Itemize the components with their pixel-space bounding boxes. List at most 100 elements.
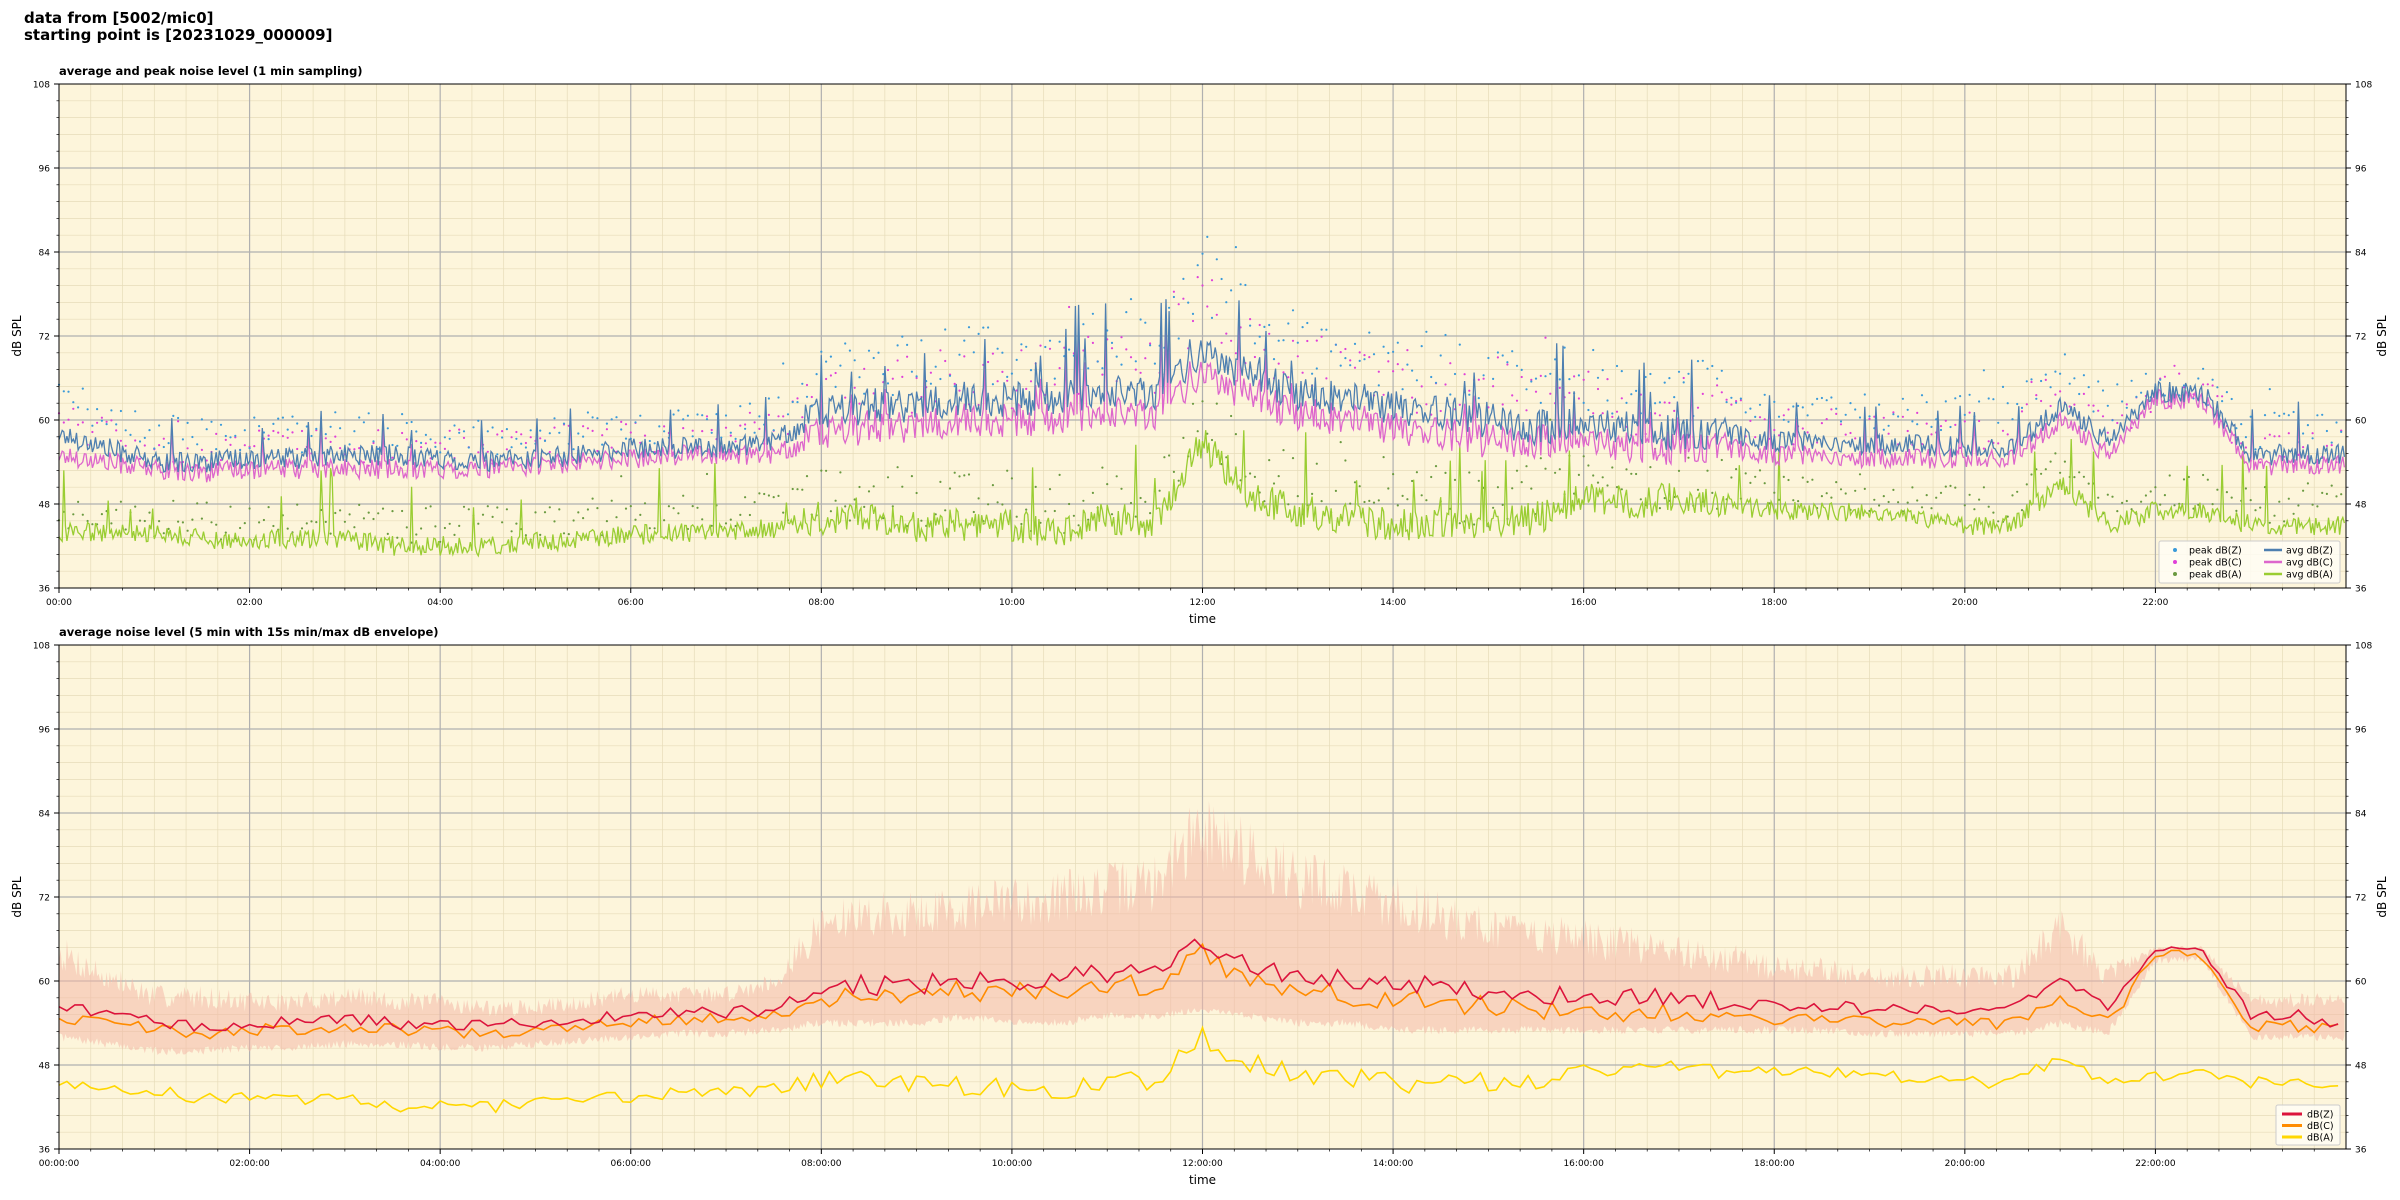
top-peak-z-point bbox=[1096, 360, 1099, 363]
top-peak-a-point bbox=[1530, 487, 1533, 490]
top-x-tick-label: 20:00 bbox=[1952, 598, 1978, 608]
top-peak-a-point bbox=[901, 485, 904, 488]
top-peak-z-point bbox=[1930, 425, 1933, 428]
top-peak-a-point bbox=[1196, 430, 1199, 433]
top-peak-z-point bbox=[1963, 413, 1966, 416]
top-peak-z-point bbox=[1363, 358, 1366, 361]
top-peak-a-point bbox=[958, 475, 961, 478]
top-peak-a-point bbox=[1935, 496, 1938, 499]
top-peak-a-point bbox=[1730, 476, 1733, 479]
top-peak-z-point bbox=[1596, 376, 1600, 379]
top-peak-a-point bbox=[1997, 520, 2000, 523]
top-peak-a-point bbox=[1511, 487, 1514, 490]
top-peak-c-point bbox=[1010, 407, 1014, 410]
top-peak-a-point bbox=[748, 513, 752, 517]
top-peak-z-point bbox=[1506, 361, 1509, 364]
top-peak-z-point bbox=[1611, 412, 1614, 415]
top-peak-z-point bbox=[1878, 403, 1881, 406]
top-peak-z-point bbox=[677, 409, 680, 412]
top-peak-a-point bbox=[1968, 493, 1971, 496]
top-peak-c-point bbox=[910, 411, 914, 414]
top-peak-c-point bbox=[1234, 352, 1237, 355]
top-peak-c-point bbox=[834, 371, 837, 375]
top-peak-c-point bbox=[701, 430, 704, 433]
top-peak-a-point bbox=[134, 505, 137, 508]
top-peak-a-point bbox=[586, 508, 590, 511]
top-peak-c-point bbox=[1291, 339, 1295, 342]
top-peak-a-point bbox=[186, 529, 189, 532]
top-peak-a-point bbox=[196, 502, 199, 505]
top-peak-c-point bbox=[748, 411, 752, 414]
top-peak-c-point bbox=[1425, 403, 1428, 406]
top-peak-a-point bbox=[1939, 491, 1943, 494]
top-peak-c-point bbox=[682, 427, 685, 430]
top-peak-a-point bbox=[2087, 482, 2090, 485]
top-peak-c-point bbox=[1725, 398, 1728, 401]
top-peak-c-point bbox=[267, 434, 270, 437]
top-peak-z-point bbox=[624, 437, 628, 440]
top-peak-z-point bbox=[1787, 420, 1790, 423]
top-peak-a-point bbox=[1282, 449, 1285, 452]
top-peak-z-point bbox=[401, 413, 404, 416]
top-peak-a-point bbox=[191, 518, 194, 521]
top-peak-c-point bbox=[1139, 371, 1142, 374]
top-peak-a-point bbox=[1558, 468, 1561, 471]
top-peak-z-point bbox=[591, 416, 594, 419]
top-peak-z-point bbox=[1215, 258, 1218, 261]
top-peak-c-point bbox=[524, 441, 528, 445]
top-peak-c-point bbox=[2221, 395, 2224, 398]
top-peak-a-point bbox=[1677, 469, 1681, 472]
top-peak-c-point bbox=[1463, 373, 1466, 376]
top-peak-c-point bbox=[2030, 380, 2033, 384]
top-peak-z-point bbox=[281, 416, 284, 419]
top-peak-c-point bbox=[1987, 440, 1990, 443]
top-y-tick-label-right: 60 bbox=[2355, 417, 2367, 427]
top-peak-c-point bbox=[1539, 374, 1542, 377]
bottom-y-axis-label-right: dB SPL bbox=[2375, 876, 2389, 918]
top-peak-z-point bbox=[296, 422, 299, 425]
top-peak-z-point bbox=[558, 431, 561, 434]
top-peak-c-point bbox=[643, 434, 647, 437]
top-peak-a-point bbox=[1630, 472, 1633, 475]
top-peak-a-point bbox=[1172, 470, 1175, 473]
top-peak-z-point bbox=[1544, 375, 1547, 378]
top-peak-c-point bbox=[115, 429, 118, 432]
top-peak-c-point bbox=[863, 367, 866, 370]
top-peak-a-point bbox=[2006, 515, 2009, 518]
top-peak-c-point bbox=[2173, 364, 2176, 367]
top-x-tick-label: 06:00 bbox=[618, 598, 644, 608]
top-peak-a-point bbox=[205, 501, 208, 504]
top-peak-a-point bbox=[215, 523, 218, 526]
top-peak-a-point bbox=[696, 506, 699, 509]
top-peak-a-point bbox=[572, 519, 575, 522]
top-peak-a-point bbox=[2297, 504, 2300, 507]
top-peak-z-point bbox=[1172, 295, 1175, 299]
top-peak-z-point bbox=[1182, 277, 1185, 280]
top-peak-a-point bbox=[91, 523, 94, 526]
top-peak-c-point bbox=[2182, 386, 2186, 389]
top-peak-z-point bbox=[1458, 343, 1461, 346]
top-peak-z-point bbox=[634, 421, 637, 424]
top-peak-a-point bbox=[1296, 495, 1299, 498]
top-peak-a-point bbox=[1544, 467, 1547, 470]
top-peak-c-point bbox=[72, 407, 75, 410]
top-peak-a-point bbox=[620, 475, 623, 478]
top-peak-a-point bbox=[110, 522, 113, 525]
bottom-x-axis-label: time bbox=[1189, 1173, 1216, 1187]
top-peak-z-point bbox=[524, 446, 528, 449]
top-peak-a-point bbox=[1554, 471, 1557, 474]
top-y-tick-label-right: 84 bbox=[2355, 249, 2367, 259]
top-peak-a-point bbox=[558, 508, 561, 511]
top-peak-a-point bbox=[1916, 499, 1919, 502]
top-peak-z-point bbox=[1587, 408, 1590, 412]
top-peak-z-point bbox=[1301, 326, 1304, 329]
top-peak-z-point bbox=[2159, 378, 2162, 381]
top-peak-c-point bbox=[1101, 373, 1104, 376]
top-peak-z-point bbox=[415, 430, 418, 433]
top-peak-a-point bbox=[1191, 402, 1195, 405]
top-peak-z-point bbox=[967, 326, 971, 329]
top-peak-a-point bbox=[1382, 456, 1385, 459]
top-peak-a-point bbox=[72, 513, 75, 516]
top-peak-a-point bbox=[539, 533, 542, 537]
top-peak-c-point bbox=[782, 415, 785, 418]
